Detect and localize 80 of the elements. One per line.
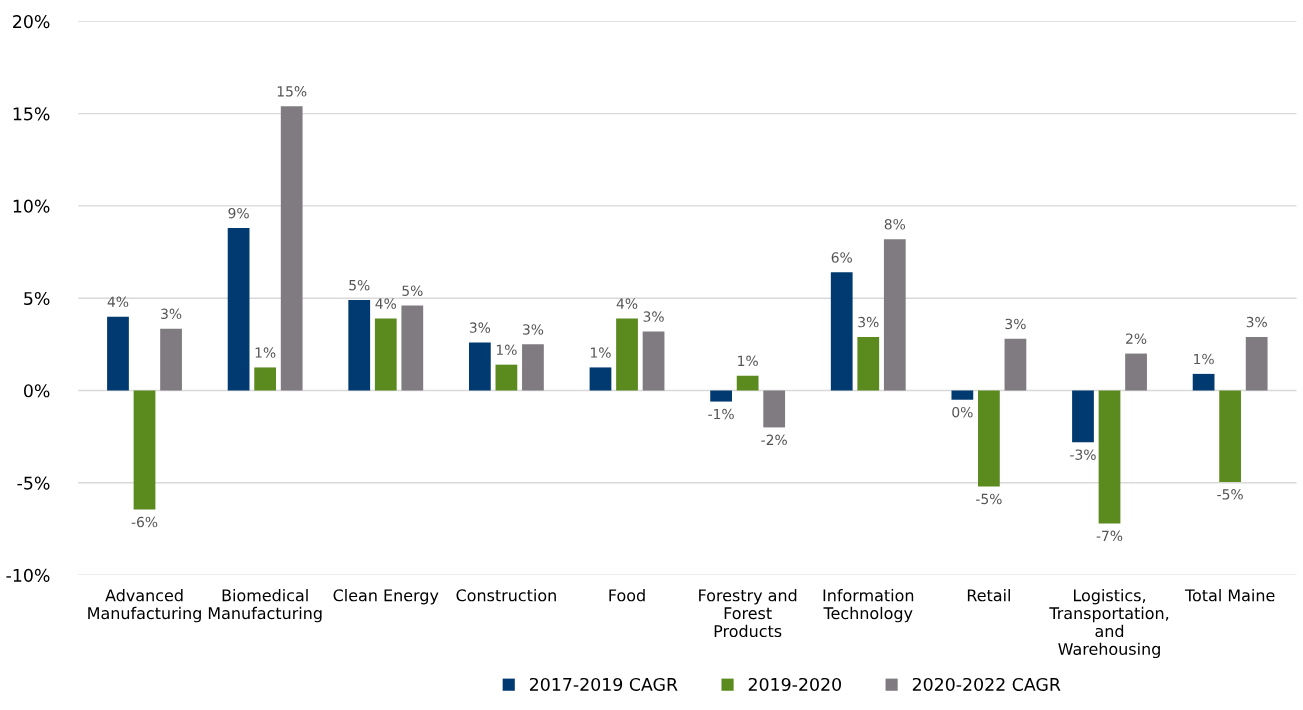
bar — [830, 272, 853, 391]
bar — [133, 390, 156, 510]
bar — [951, 390, 974, 400]
x-tick-label: Retail — [967, 588, 1010, 602]
bar — [1004, 338, 1027, 391]
data-label: -2% — [761, 434, 787, 446]
data-label: 1% — [1194, 353, 1214, 365]
data-label: 3% — [858, 316, 879, 328]
data-label: 8% — [884, 218, 906, 230]
bar — [857, 336, 880, 391]
data-label: 3% — [1246, 316, 1267, 328]
data-label: -5% — [1217, 489, 1243, 500]
data-label: 3% — [643, 311, 664, 322]
bar — [107, 316, 129, 391]
y-tick-label: 0% — [24, 384, 50, 398]
bar — [642, 331, 665, 391]
bar — [468, 342, 491, 391]
x-tick-label: Biomedical Manufacturing — [208, 588, 322, 623]
data-label: 6% — [831, 252, 852, 263]
bar — [227, 228, 250, 391]
x-tick-label: Forestry and Forest Products — [699, 588, 797, 638]
data-label: 4% — [616, 298, 638, 309]
bar — [374, 318, 397, 391]
data-label: 0% — [952, 406, 973, 418]
bar — [883, 239, 906, 391]
data-label: 15% — [277, 86, 307, 97]
data-label: 1% — [496, 344, 517, 356]
data-label: -7% — [1096, 530, 1123, 542]
x-tick-label: Total Maine — [1184, 588, 1275, 602]
bar — [736, 375, 759, 391]
data-label: 1% — [590, 347, 611, 358]
bar — [1098, 390, 1121, 524]
data-label: 9% — [228, 207, 249, 219]
bar — [978, 390, 1000, 487]
data-label: 3% — [1005, 318, 1026, 330]
legend-label: 2020-2022 CAGR — [912, 677, 1061, 692]
data-label: 5% — [349, 279, 370, 291]
bar — [1072, 390, 1094, 443]
data-label: 4% — [375, 298, 397, 309]
data-label: -1% — [708, 408, 734, 420]
data-label: 1% — [255, 347, 276, 358]
bar — [254, 367, 277, 391]
legend-label: 2017-2019 CAGR — [529, 677, 678, 692]
x-tick-label: Food — [609, 588, 645, 602]
data-label: 3% — [522, 324, 544, 335]
legend-label: 2019-2020 — [748, 677, 841, 692]
x-tick-label: Information Technology — [823, 588, 914, 623]
bar — [710, 390, 732, 402]
bar — [1192, 373, 1215, 391]
bar — [1219, 390, 1242, 482]
y-tick-label: 5% — [24, 291, 50, 306]
y-tick-label: 20% — [13, 15, 50, 29]
bar — [1245, 336, 1268, 391]
data-label: 1% — [738, 355, 758, 367]
bar — [1125, 353, 1147, 391]
bar — [495, 364, 518, 391]
data-label: -6% — [131, 516, 158, 528]
bar — [763, 390, 786, 428]
data-label: 3% — [469, 322, 491, 333]
bar — [280, 106, 303, 391]
y-tick-label: 15% — [13, 107, 50, 121]
x-tick-label: Logistics, Transportation, and Warehousing — [1049, 588, 1169, 659]
data-label: -3% — [1070, 449, 1096, 460]
bar — [589, 367, 612, 391]
bar — [348, 300, 371, 391]
bar — [616, 318, 638, 391]
data-label: -5% — [976, 493, 1002, 505]
bar — [522, 344, 544, 391]
y-tick-label: 10% — [13, 199, 50, 213]
bar — [401, 305, 424, 391]
y-tick-label: -10% — [6, 568, 50, 582]
x-tick-label: Advanced Manufacturing — [88, 588, 201, 623]
data-label: 2% — [1126, 333, 1147, 344]
x-tick-label: Clean Energy — [333, 588, 439, 605]
y-tick-label: -5% — [17, 476, 50, 490]
data-label: 4% — [107, 296, 129, 308]
bar — [160, 328, 182, 391]
data-label: 3% — [161, 308, 182, 320]
data-label: 5% — [402, 285, 423, 296]
x-tick-label: Construction — [456, 588, 556, 602]
